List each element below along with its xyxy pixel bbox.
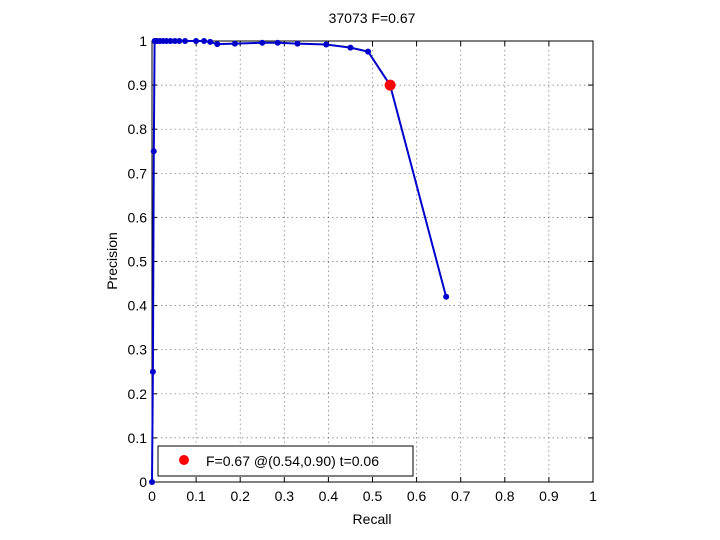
data-point [294, 40, 301, 47]
x-tick-label: 0.5 [363, 488, 383, 504]
x-tick-label: 0.1 [186, 488, 206, 504]
data-point [231, 40, 238, 47]
y-tick-label: 0.6 [128, 209, 148, 225]
y-tick-label: 0 [139, 474, 147, 490]
x-tick-label: 0.9 [539, 488, 559, 504]
best-f-point [384, 79, 396, 91]
y-tick-labels: 0 0.1 0.2 0.3 0.4 0.5 0.6 0.7 0.8 0.9 1 [128, 33, 148, 490]
data-point [201, 38, 208, 44]
y-tick-label: 0.1 [128, 430, 148, 446]
data-point [176, 38, 183, 44]
y-tick-label: 0.8 [128, 121, 148, 137]
data-point [167, 38, 174, 44]
grid [152, 41, 593, 482]
y-tick-label: 1 [139, 33, 147, 49]
chart-title: 37073 F=0.67 [329, 10, 416, 26]
series-layer [149, 38, 450, 485]
y-tick-label: 0.7 [128, 165, 148, 181]
data-point [207, 38, 214, 45]
data-point [150, 148, 157, 155]
data-point [149, 368, 156, 375]
x-tick-label: 0.8 [495, 488, 515, 504]
y-tick-label: 0.3 [128, 342, 148, 358]
x-tick-label: 0.6 [407, 488, 427, 504]
x-tick-label: 1 [589, 488, 597, 504]
y-tick-label: 0.9 [128, 77, 148, 93]
legend: F=0.67 @(0.54,0.90) t=0.06 [157, 445, 414, 477]
x-tick-label: 0.7 [451, 488, 471, 504]
x-axis-label: Recall [353, 511, 392, 527]
x-tick-label: 0.3 [275, 488, 295, 504]
data-point [259, 39, 266, 46]
data-point [182, 38, 189, 44]
data-point [149, 479, 155, 485]
legend-marker [179, 455, 189, 465]
data-point [347, 44, 354, 51]
y-tick-label: 0.5 [128, 254, 148, 270]
data-point [171, 38, 178, 44]
x-tick-label: 0.4 [319, 488, 339, 504]
data-point [365, 48, 372, 55]
y-tick-label: 0.4 [128, 298, 148, 314]
data-point [214, 41, 221, 48]
data-point [193, 38, 200, 44]
legend-box [157, 445, 414, 477]
data-point [274, 39, 281, 46]
x-tick-label: 0.2 [230, 488, 250, 504]
legend-label: F=0.67 @(0.54,0.90) t=0.06 [206, 453, 379, 469]
x-tick-label: 0 [148, 488, 156, 504]
y-axis-label: Precision [104, 232, 120, 290]
data-point [323, 41, 330, 48]
y-tick-label: 0.2 [128, 386, 148, 402]
x-tick-labels: 0 0.1 0.2 0.3 0.4 0.5 0.6 0.7 0.8 0.9 1 [148, 488, 597, 504]
data-point [443, 293, 450, 300]
highlight-layer [384, 79, 396, 91]
